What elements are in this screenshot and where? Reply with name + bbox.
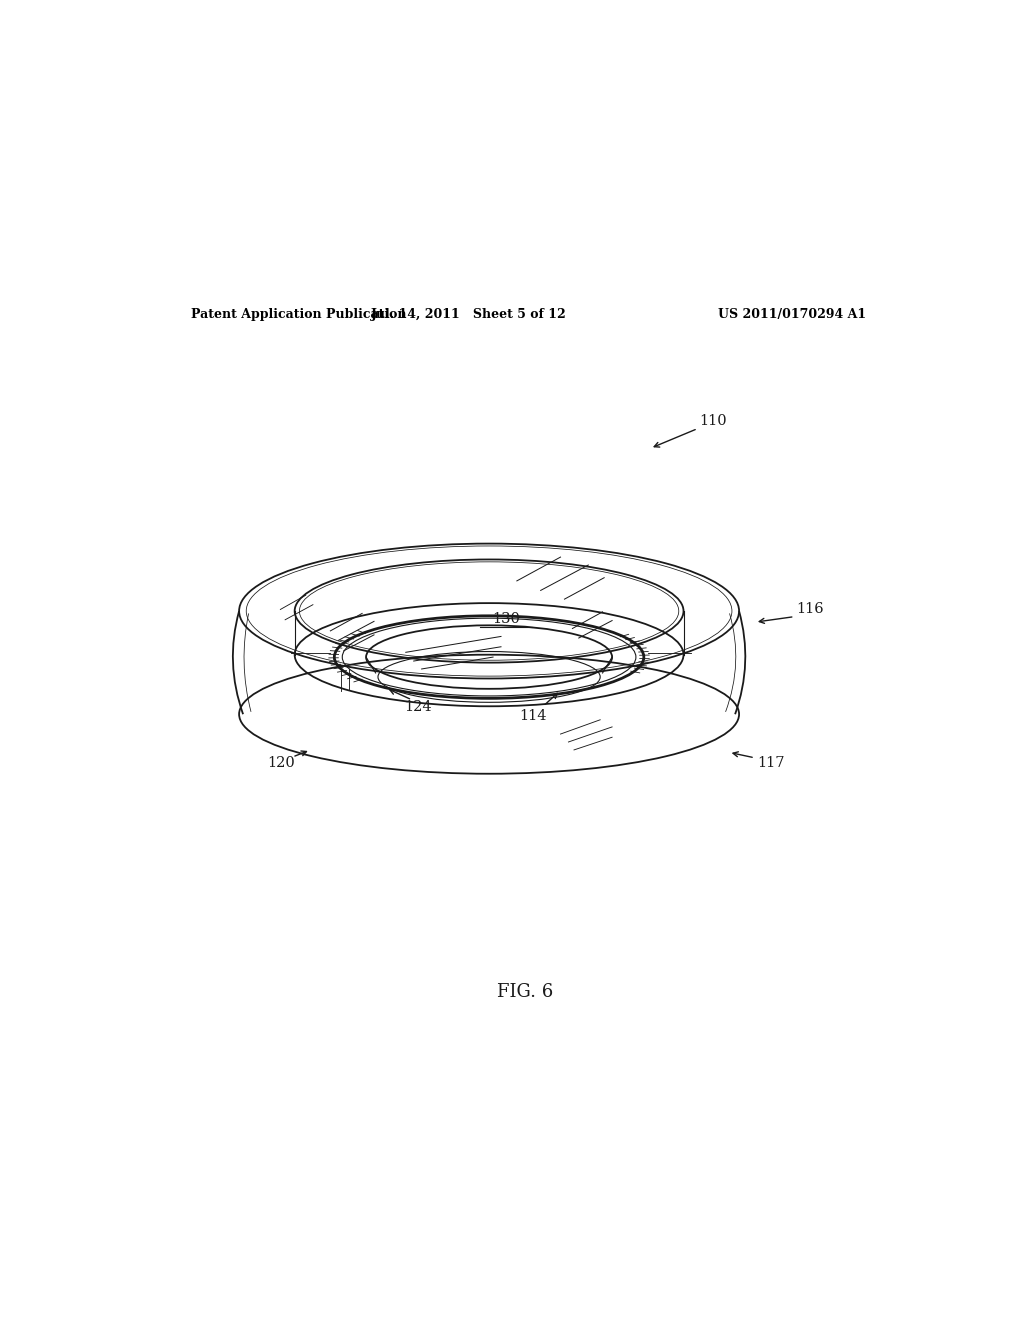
Text: Patent Application Publication: Patent Application Publication bbox=[191, 308, 407, 321]
Text: FIG. 6: FIG. 6 bbox=[497, 983, 553, 1001]
Text: 124: 124 bbox=[403, 700, 431, 714]
Text: Jul. 14, 2011   Sheet 5 of 12: Jul. 14, 2011 Sheet 5 of 12 bbox=[372, 308, 567, 321]
Text: 117: 117 bbox=[758, 756, 784, 771]
Text: 110: 110 bbox=[699, 413, 727, 428]
Text: 120: 120 bbox=[267, 756, 295, 771]
Text: 130: 130 bbox=[492, 612, 520, 626]
Text: US 2011/0170294 A1: US 2011/0170294 A1 bbox=[718, 308, 866, 321]
Text: 116: 116 bbox=[797, 602, 824, 616]
Text: 114: 114 bbox=[519, 709, 547, 723]
